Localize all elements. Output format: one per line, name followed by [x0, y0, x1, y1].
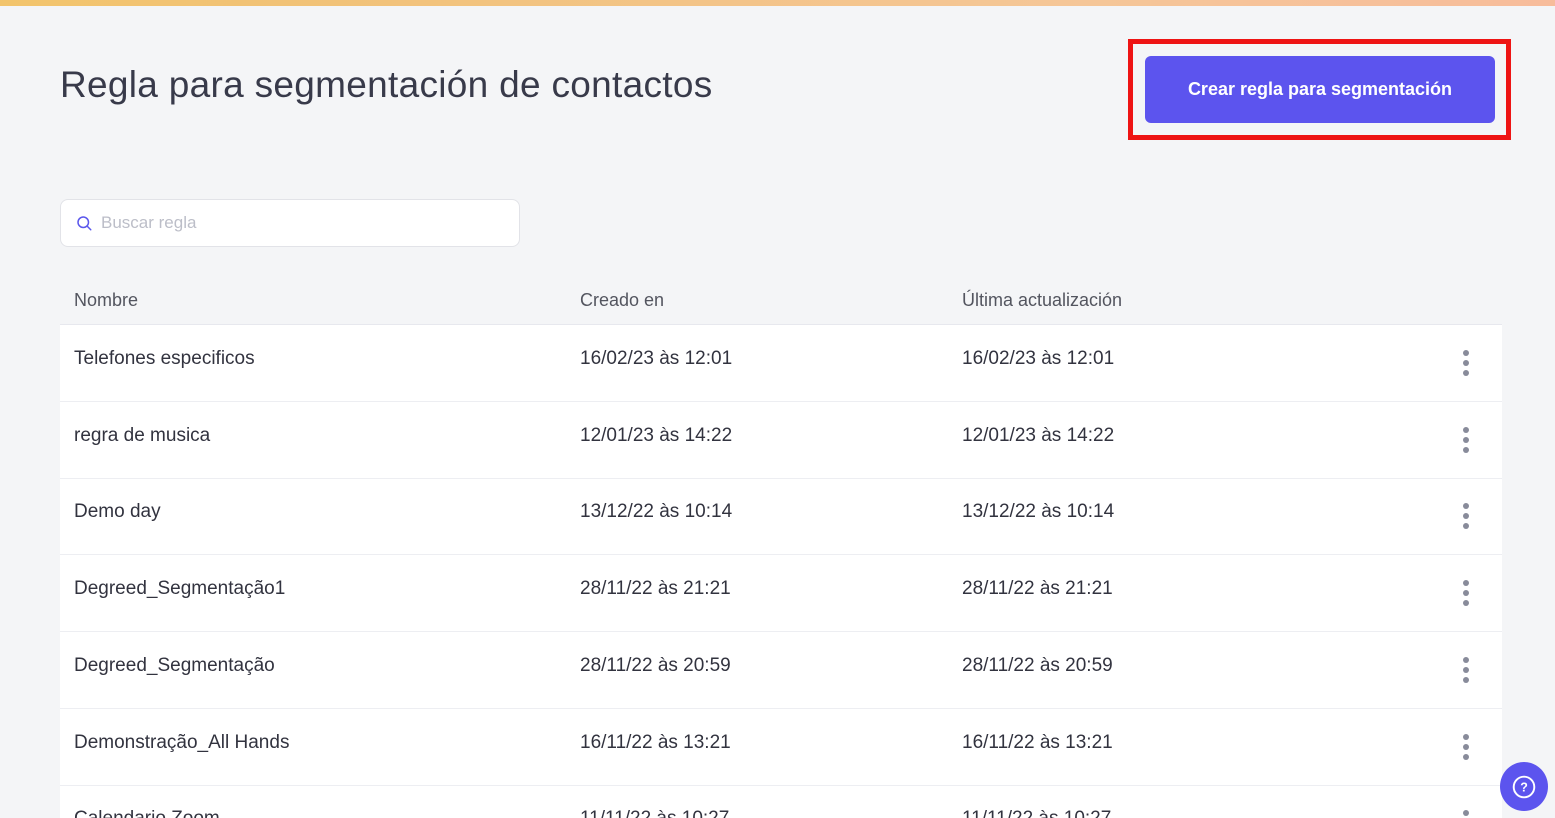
- svg-text:?: ?: [1520, 780, 1528, 794]
